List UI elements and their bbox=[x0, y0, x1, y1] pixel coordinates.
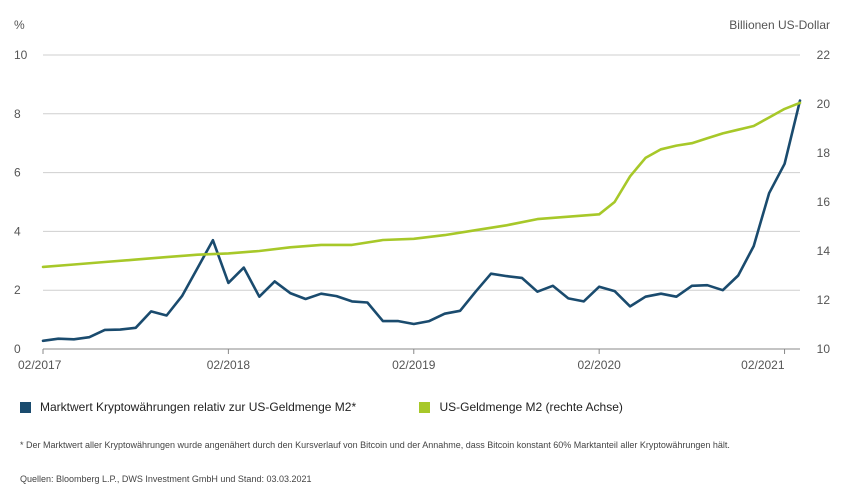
right-axis: 10 12 14 16 18 20 22 bbox=[817, 48, 831, 356]
right-tick-label: 12 bbox=[817, 293, 831, 307]
legend-label-crypto: Marktwert Kryptowährungen relativ zur US… bbox=[40, 400, 357, 414]
left-tick-label: 2 bbox=[14, 283, 21, 297]
x-tick-label: 02/2020 bbox=[577, 358, 621, 372]
x-tick-label: 02/2019 bbox=[392, 358, 436, 372]
right-tick-label: 22 bbox=[817, 48, 831, 62]
x-tick-label: 02/2018 bbox=[207, 358, 251, 372]
right-tick-label: 10 bbox=[817, 342, 831, 356]
chart: 02/2017 02/2018 02/2019 02/2020 02/2021 0 2 4 6… bbox=[14, 18, 831, 372]
right-tick-label: 20 bbox=[817, 97, 831, 111]
legend-label-m2: US-Geldmenge M2 (rechte Achse) bbox=[439, 400, 623, 414]
legend-swatch-crypto bbox=[20, 401, 31, 413]
footnote: * Der Marktwert aller Kryptowährungen wu… bbox=[20, 440, 730, 450]
left-tick-label: 6 bbox=[14, 166, 21, 180]
left-tick-label: 0 bbox=[14, 342, 21, 356]
legend-item-crypto: Marktwert Kryptowährungen relativ zur US… bbox=[20, 400, 356, 414]
legend-item-m2: US-Geldmenge M2 (rechte Achse) bbox=[419, 400, 623, 414]
source-note: Quellen: Bloomberg L.P., DWS Investment … bbox=[20, 474, 312, 484]
right-tick-label: 18 bbox=[817, 146, 831, 160]
series-line-crypto bbox=[41, 99, 802, 343]
series-lines bbox=[41, 99, 802, 343]
series-line-m2 bbox=[41, 101, 802, 269]
right-tick-label: 16 bbox=[817, 195, 831, 209]
right-tick-label: 14 bbox=[817, 244, 831, 258]
grid-lines bbox=[43, 54, 800, 291]
legend: Marktwert Kryptowährungen relativ zur US… bbox=[20, 400, 683, 416]
left-axis: 0 2 4 6 8 10 bbox=[14, 48, 28, 356]
left-tick-label: 10 bbox=[14, 48, 28, 62]
right-axis-unit: Billionen US-Dollar bbox=[729, 18, 830, 32]
x-axis: 02/2017 02/2018 02/2019 02/2020 02/2021 bbox=[18, 348, 800, 372]
x-tick-label: 02/2021 bbox=[741, 358, 785, 372]
left-tick-label: 8 bbox=[14, 107, 21, 121]
legend-swatch-m2 bbox=[419, 401, 431, 413]
left-axis-unit: % bbox=[14, 18, 25, 32]
x-tick-label: 02/2017 bbox=[18, 358, 62, 372]
left-tick-label: 4 bbox=[14, 224, 21, 238]
